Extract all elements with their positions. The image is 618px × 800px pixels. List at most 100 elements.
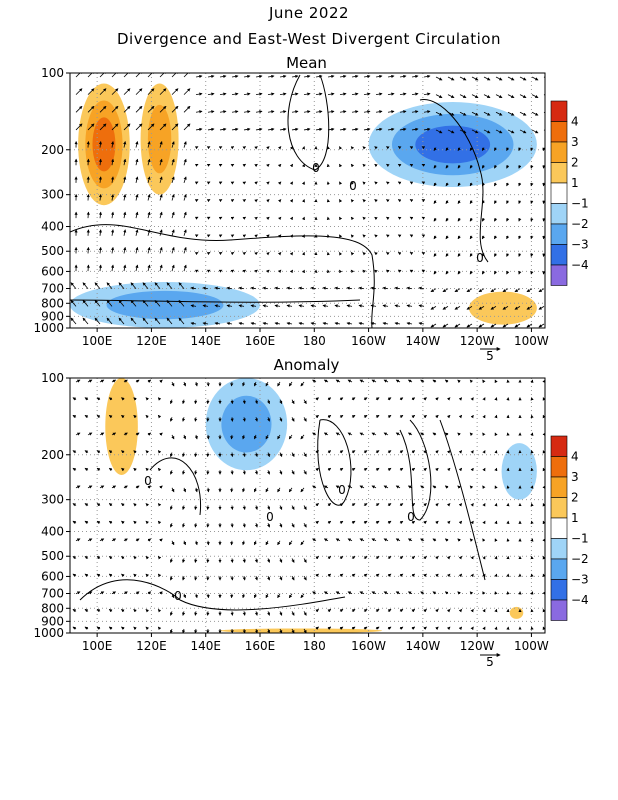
wind-vector <box>250 286 257 290</box>
wind-vector <box>542 270 545 275</box>
wind-vector <box>238 286 245 290</box>
colorbar: 4 3 2 1 −1 −2 −3 −4 <box>550 100 589 286</box>
wind-vector <box>254 252 258 256</box>
wind-vector <box>303 399 307 405</box>
wind-vector <box>207 92 215 96</box>
wind-vector <box>374 146 378 150</box>
wind-vector <box>291 575 295 581</box>
wind-vector <box>327 609 332 613</box>
wind-vector <box>542 218 545 222</box>
wind-vector <box>231 74 239 79</box>
wind-vector <box>469 591 474 595</box>
wind-vector <box>159 88 167 95</box>
wind-vector <box>242 399 246 405</box>
wind-vector <box>121 573 125 577</box>
wind-vector <box>423 573 427 577</box>
x-tick-label: 160E <box>245 639 276 653</box>
wind-vector <box>123 73 131 78</box>
wind-vector <box>433 253 437 257</box>
wind-vector <box>123 88 131 95</box>
shade-positive-level-1 <box>469 291 537 325</box>
wind-vector <box>96 450 101 454</box>
wind-vector <box>445 200 449 204</box>
wind-vector <box>254 628 258 633</box>
wind-vector <box>458 608 463 613</box>
wind-vector <box>171 141 175 148</box>
wind-vector <box>135 538 140 542</box>
wind-vector <box>350 199 355 203</box>
wind-vector <box>147 88 155 95</box>
wind-vector <box>219 74 227 79</box>
wind-vector <box>362 216 366 221</box>
colorbar-swatch <box>550 223 568 245</box>
wind-vector <box>135 105 143 113</box>
wind-vector <box>315 609 319 613</box>
panel-mean: Mean 0 0 0 100E 120E 140E 160E 180 160W 140W 120W 10… <box>33 54 588 363</box>
wind-vector <box>399 74 407 79</box>
zero-contour <box>399 419 432 521</box>
contour-label: 0 <box>266 510 274 524</box>
wind-vector <box>206 181 211 185</box>
wind-vector <box>507 76 515 81</box>
wind-vector <box>399 110 407 114</box>
wind-vector <box>230 593 234 599</box>
wind-vector <box>110 193 115 201</box>
wind-vector <box>315 414 319 419</box>
wind-vector <box>310 304 317 308</box>
y-tick-label: 500 <box>41 549 64 563</box>
wind-vector <box>123 432 128 436</box>
wind-vector <box>482 432 486 437</box>
wind-vector <box>432 485 437 489</box>
wind-vector <box>254 611 258 616</box>
wind-vector <box>502 306 509 310</box>
wind-vector <box>421 234 426 238</box>
wind-vector <box>310 286 317 290</box>
wind-vector <box>255 92 263 96</box>
wind-vector <box>506 182 510 187</box>
wind-vector <box>108 573 113 577</box>
wind-vector <box>242 558 246 563</box>
wind-vector <box>214 286 221 290</box>
wind-vector <box>291 470 295 475</box>
wind-vector <box>123 538 128 542</box>
wind-vector <box>423 414 427 419</box>
wind-vector <box>530 270 534 275</box>
wind-vector <box>166 317 173 325</box>
wind-vector <box>362 234 366 238</box>
wind-vector <box>518 235 522 240</box>
wind-vector <box>106 282 113 289</box>
wind-vector <box>303 470 307 475</box>
wind-vector <box>339 467 344 472</box>
wind-vector <box>253 540 257 546</box>
wind-vector <box>194 505 198 511</box>
wind-vector <box>194 234 199 238</box>
wind-vector <box>399 92 407 96</box>
wind-vector <box>242 252 247 256</box>
colorbar-label: −2 <box>571 552 589 566</box>
shade-positive-level-1 <box>509 606 524 619</box>
wind-vector <box>457 164 461 169</box>
wind-vector <box>339 181 343 185</box>
wind-vector <box>87 485 93 489</box>
wind-vector <box>359 591 365 595</box>
wind-vector <box>482 485 486 489</box>
colorbar-swatch <box>550 121 568 143</box>
wind-vector <box>399 609 404 613</box>
wind-vector <box>110 264 115 272</box>
wind-vector <box>207 110 215 114</box>
wind-vector <box>374 163 378 168</box>
wind-vector <box>386 181 390 185</box>
wind-vector <box>242 628 246 633</box>
wind-vector <box>470 397 474 401</box>
wind-vector <box>482 538 486 542</box>
wind-vector <box>445 164 449 169</box>
wind-vector <box>171 381 175 387</box>
wind-vector <box>395 591 401 595</box>
wind-vector <box>339 556 344 560</box>
y-tick-label: 600 <box>41 264 64 278</box>
wind-vector <box>315 397 319 401</box>
wind-vector <box>457 253 461 257</box>
wind-vector <box>94 282 101 289</box>
wind-vector <box>358 304 365 308</box>
wind-vector <box>75 88 83 95</box>
